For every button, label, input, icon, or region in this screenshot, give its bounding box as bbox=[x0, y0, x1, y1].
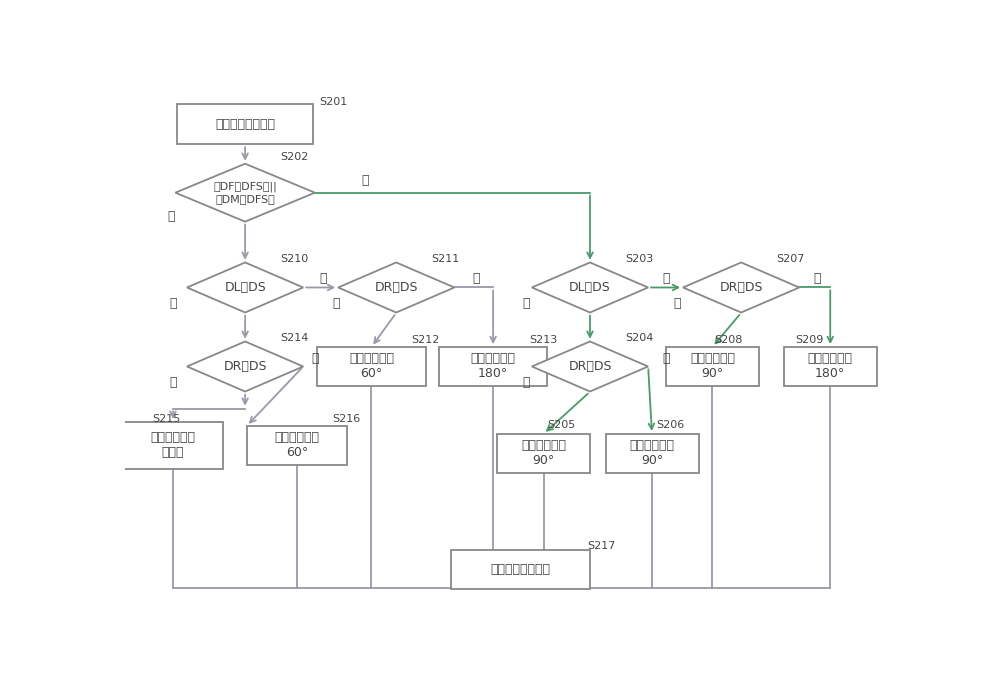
Text: DR＜DS: DR＜DS bbox=[719, 281, 763, 294]
Text: S217: S217 bbox=[587, 540, 615, 551]
Text: 否: 否 bbox=[674, 297, 681, 310]
Bar bbox=[247, 425, 347, 465]
Text: （DF＞DFS）||
（DM＜DFS）: （DF＞DFS）|| （DM＜DFS） bbox=[213, 182, 277, 204]
Polygon shape bbox=[683, 263, 799, 313]
Bar bbox=[177, 105, 313, 144]
Text: DL＜DS: DL＜DS bbox=[569, 281, 611, 294]
Text: 否: 否 bbox=[523, 297, 530, 310]
Text: 是: 是 bbox=[472, 272, 480, 285]
Text: S214: S214 bbox=[280, 332, 308, 343]
Bar bbox=[666, 347, 759, 386]
Text: 是: 是 bbox=[813, 272, 821, 285]
Polygon shape bbox=[187, 263, 303, 313]
Polygon shape bbox=[187, 341, 303, 391]
Bar bbox=[123, 422, 223, 469]
Text: 是: 是 bbox=[662, 272, 670, 285]
Text: DR＜DS: DR＜DS bbox=[374, 281, 418, 294]
Text: 机器人向右转
90°: 机器人向右转 90° bbox=[690, 352, 735, 380]
Bar bbox=[317, 347, 426, 386]
Text: 机器人向左转
180°: 机器人向左转 180° bbox=[471, 352, 516, 380]
Bar bbox=[784, 347, 877, 386]
Text: 是: 是 bbox=[362, 174, 369, 187]
Text: 是: 是 bbox=[319, 272, 326, 285]
Text: 记录当前转动角度: 记录当前转动角度 bbox=[490, 563, 550, 576]
Text: DR＜DS: DR＜DS bbox=[223, 360, 267, 373]
Text: S215: S215 bbox=[152, 414, 180, 424]
Text: DR＜DS: DR＜DS bbox=[568, 360, 612, 373]
Text: 是: 是 bbox=[311, 352, 319, 365]
Text: S209: S209 bbox=[795, 335, 824, 345]
Text: S205: S205 bbox=[547, 421, 576, 430]
Text: S211: S211 bbox=[431, 254, 459, 263]
Text: 机器人向左转
60°: 机器人向左转 60° bbox=[275, 432, 320, 460]
Text: S213: S213 bbox=[530, 335, 558, 345]
Text: 否: 否 bbox=[168, 210, 175, 223]
Bar bbox=[606, 434, 698, 473]
Text: 机器人向右转
60°: 机器人向右转 60° bbox=[349, 352, 394, 380]
Bar bbox=[497, 434, 590, 473]
Text: S202: S202 bbox=[280, 153, 308, 162]
Text: 读取避障距离信息: 读取避障距离信息 bbox=[215, 118, 275, 131]
Text: DL＜DS: DL＜DS bbox=[224, 281, 266, 294]
Text: S210: S210 bbox=[280, 254, 308, 263]
Polygon shape bbox=[532, 341, 648, 391]
Text: S208: S208 bbox=[714, 335, 742, 345]
Text: 机器人继续向
前运动: 机器人继续向 前运动 bbox=[151, 432, 196, 460]
Text: 否: 否 bbox=[332, 297, 340, 310]
Text: 是: 是 bbox=[662, 352, 670, 365]
Text: S206: S206 bbox=[656, 421, 684, 430]
Polygon shape bbox=[532, 263, 648, 313]
Bar bbox=[439, 347, 547, 386]
Text: S203: S203 bbox=[625, 254, 653, 263]
Text: S207: S207 bbox=[776, 254, 804, 263]
Text: S204: S204 bbox=[625, 332, 653, 343]
Text: S201: S201 bbox=[319, 96, 347, 107]
Text: 机器人向右转
90°: 机器人向右转 90° bbox=[521, 439, 566, 467]
Text: 否: 否 bbox=[523, 376, 530, 389]
Text: 机器人向左转
180°: 机器人向左转 180° bbox=[808, 352, 853, 380]
Polygon shape bbox=[175, 163, 315, 222]
Text: 否: 否 bbox=[169, 376, 177, 389]
Polygon shape bbox=[338, 263, 454, 313]
Text: S212: S212 bbox=[412, 335, 440, 345]
Text: S216: S216 bbox=[333, 414, 361, 424]
Text: 否: 否 bbox=[169, 297, 177, 310]
Text: 机器人向左转
90°: 机器人向左转 90° bbox=[630, 439, 674, 467]
Bar bbox=[451, 549, 590, 589]
